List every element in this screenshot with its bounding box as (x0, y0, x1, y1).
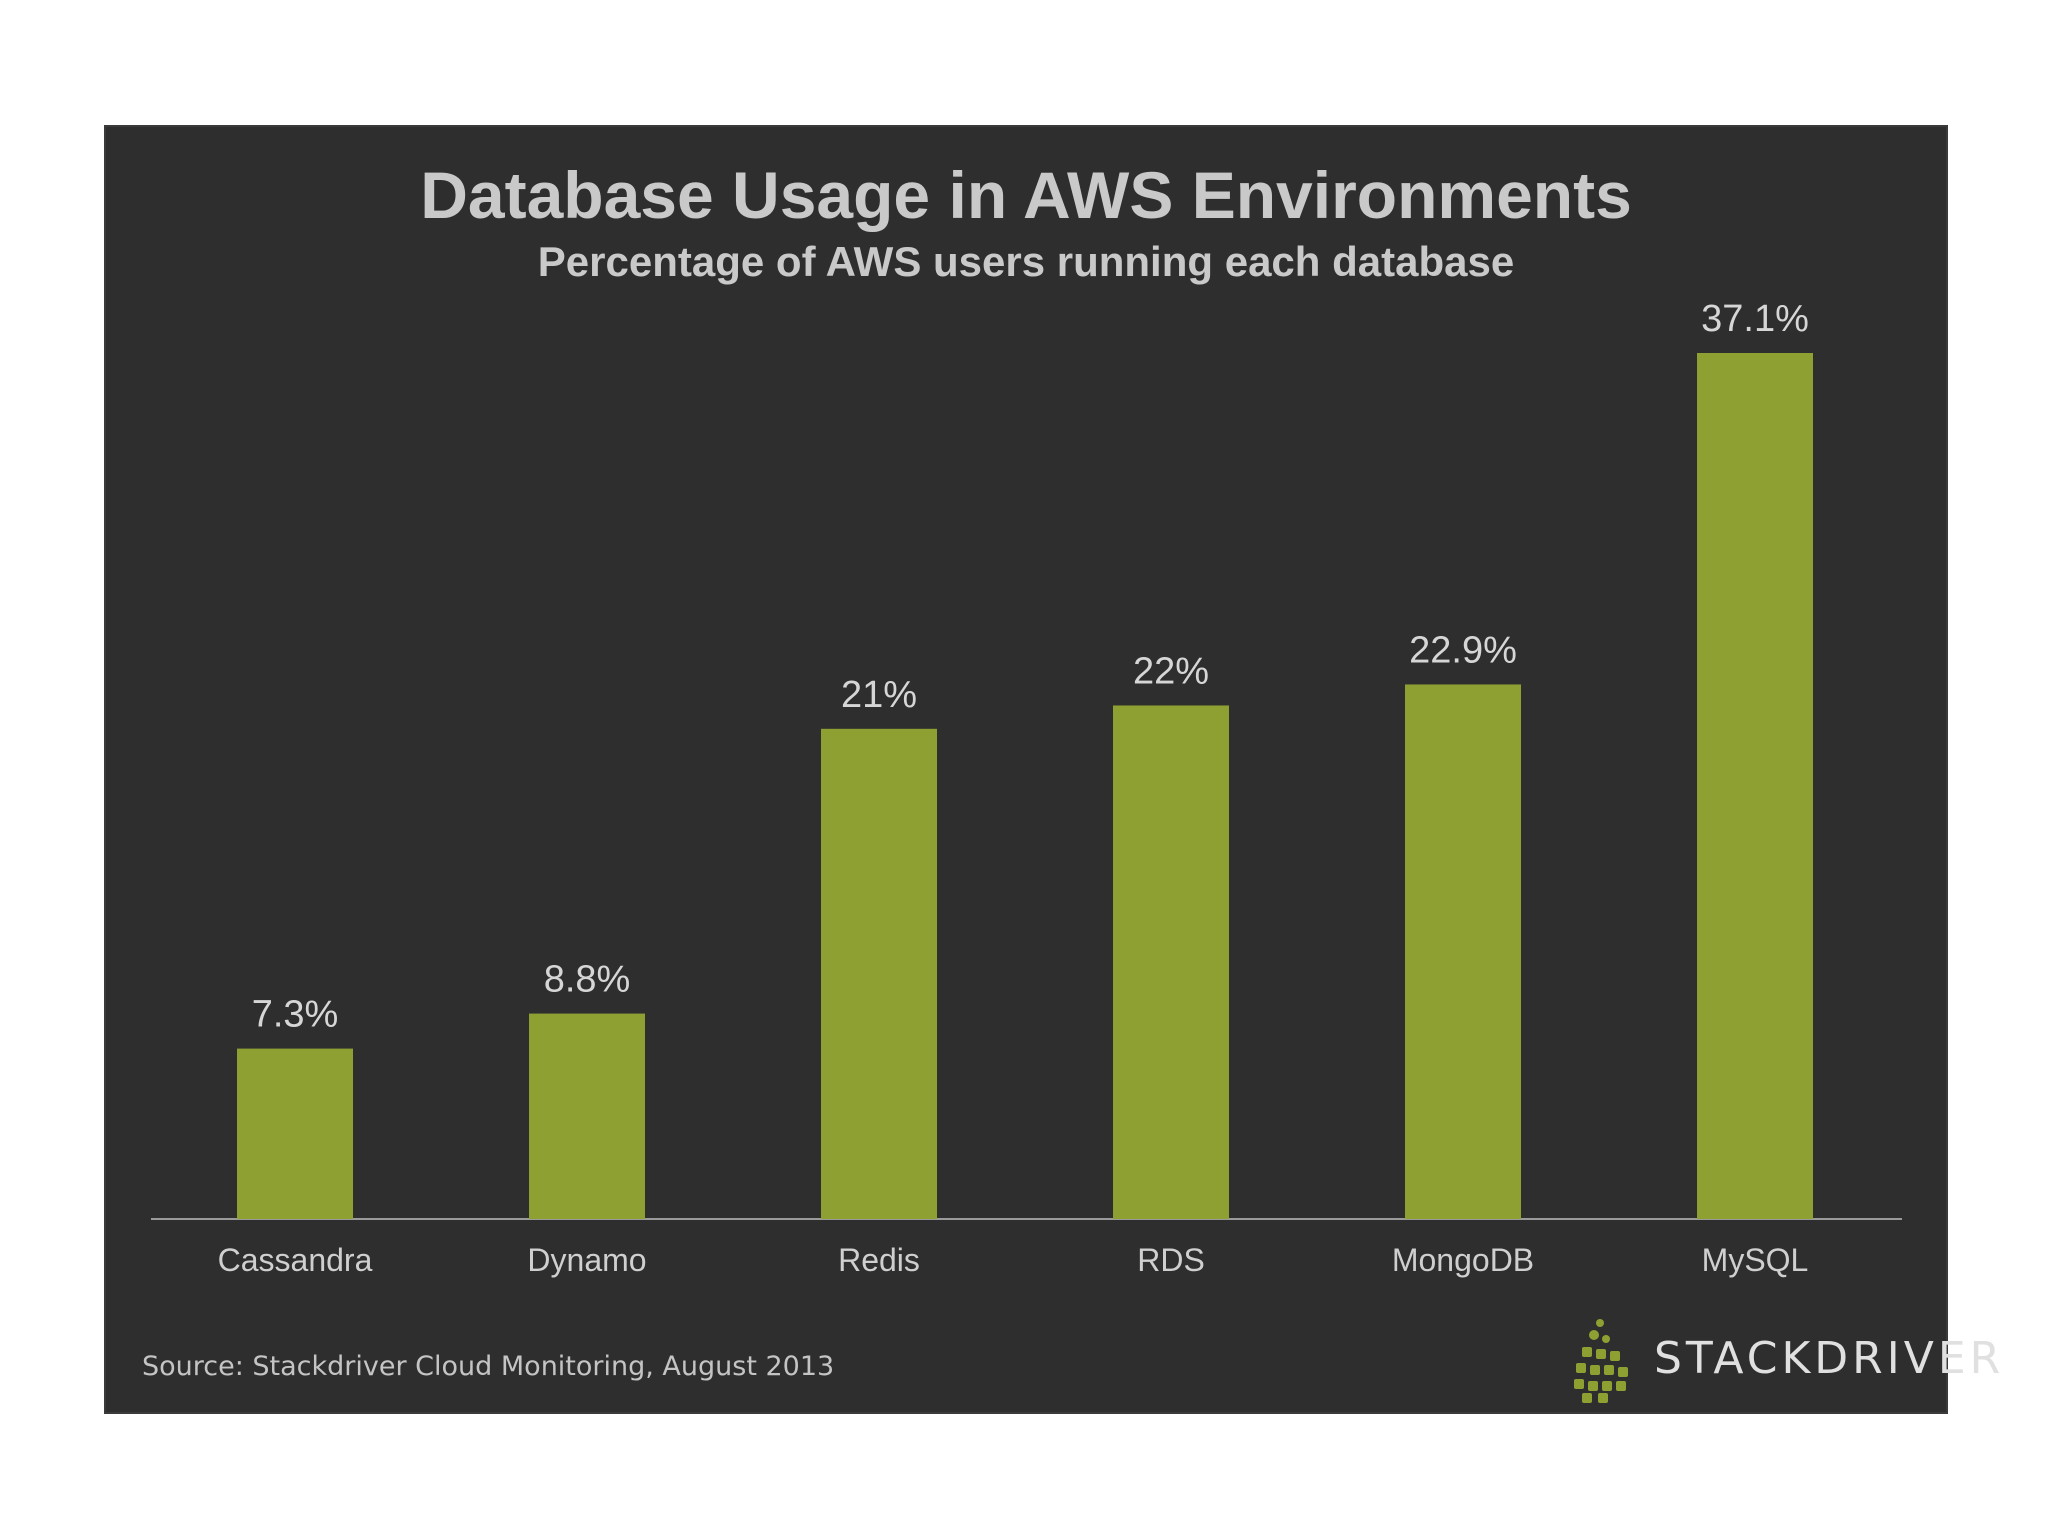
bar-dynamo (529, 1013, 645, 1219)
bar-mysql (1697, 353, 1813, 1219)
stackdriver-logo: STACKDRIVER (1566, 1315, 2000, 1405)
stackdriver-logo-icon (1574, 1319, 1628, 1403)
source-note: Source: Stackdriver Cloud Monitoring, Au… (142, 1351, 835, 1382)
value-label-mongodb: 22.9% (1409, 629, 1517, 671)
bar-chart: 7.3% 8.8% 21% 22% 22.9% 37.1% Cassandra Dynamo… (151, 298, 1902, 1278)
bar-redis (821, 728, 937, 1219)
value-label-dynamo: 8.8% (544, 959, 631, 1001)
category-label-rds: RDS (1137, 1242, 1205, 1278)
logo-wordmark: STACKDRIVER (1654, 1333, 2005, 1384)
value-label-mysql: 37.1% (1701, 298, 1809, 340)
bar-rds (1113, 705, 1229, 1219)
chart-subtitle: Percentage of AWS users running each dat… (537, 238, 1515, 285)
bar-cassandra (237, 1048, 353, 1219)
value-label-redis: 21% (841, 674, 917, 716)
value-labels-group: 7.3% 8.8% 21% 22% 22.9% 37.1% (252, 298, 1809, 1036)
value-label-cassandra: 7.3% (252, 994, 339, 1036)
value-label-rds: 22% (1133, 650, 1209, 692)
chart-panel: Database Usage in AWS Environments Perce… (104, 125, 2000, 1414)
bars-group (237, 353, 1813, 1219)
category-label-cassandra: Cassandra (218, 1242, 373, 1278)
category-label-dynamo: Dynamo (527, 1242, 646, 1278)
category-labels-group: Cassandra Dynamo Redis RDS MongoDB MySQL (218, 1242, 1809, 1278)
category-label-mongodb: MongoDB (1392, 1242, 1534, 1278)
category-label-redis: Redis (838, 1242, 920, 1278)
category-label-mysql: MySQL (1702, 1242, 1809, 1278)
bar-mongodb (1405, 684, 1521, 1219)
chart-title: Database Usage in AWS Environments (420, 158, 1632, 232)
